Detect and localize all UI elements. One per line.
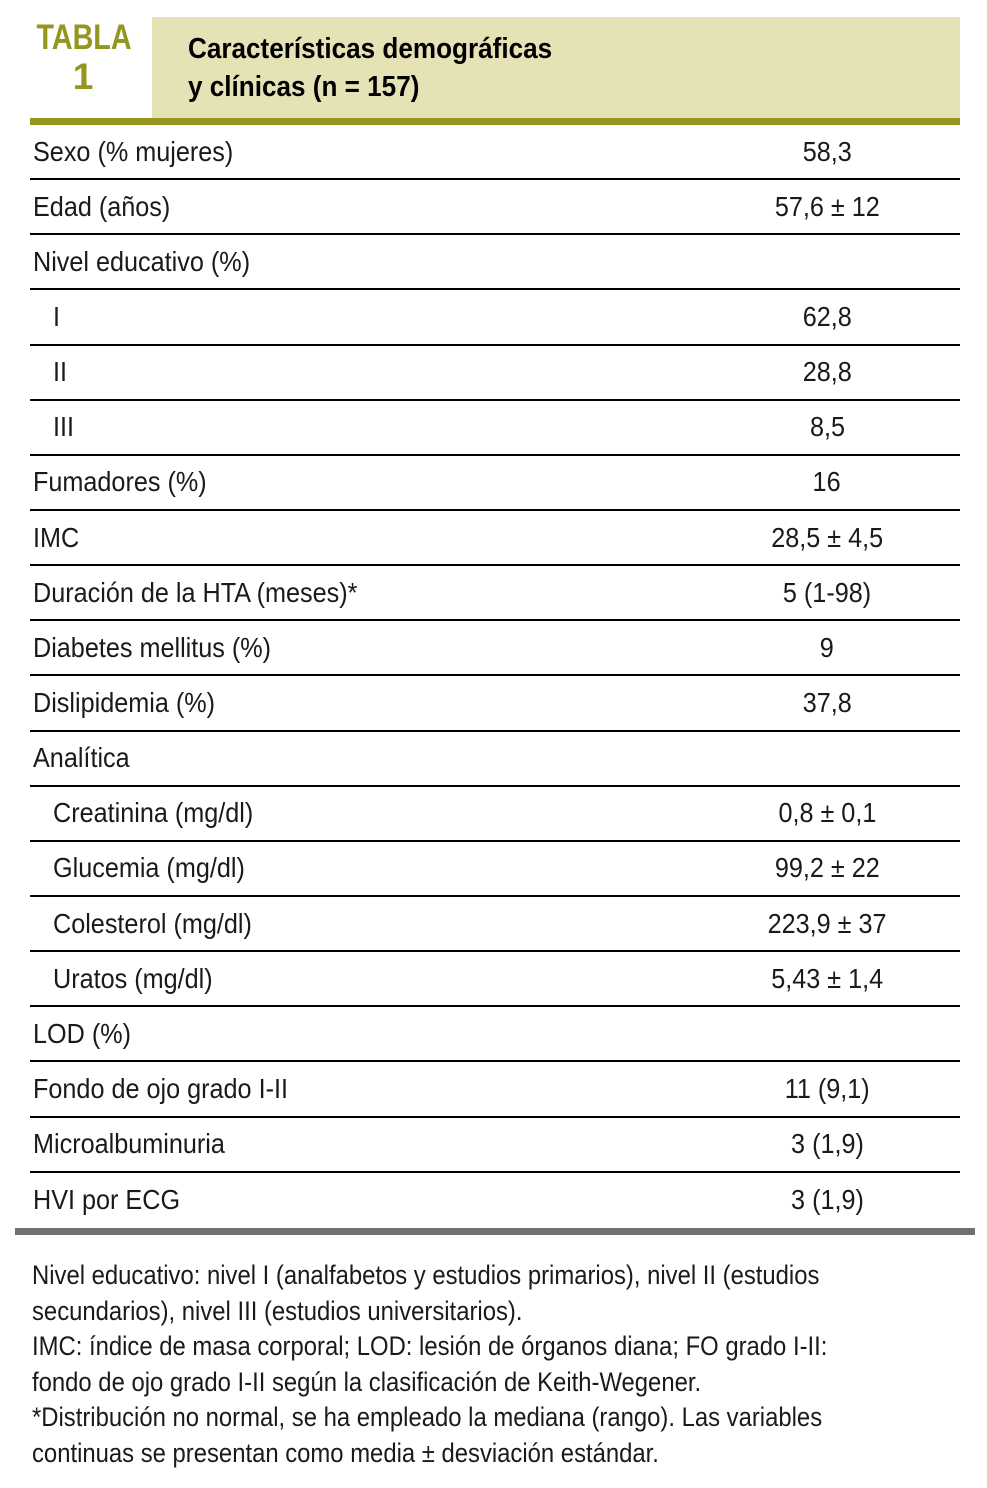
row-label: Glucemia (mg/dl) [53,852,245,884]
table-footnotes: Nivel educativo: nivel I (analfabetos y … [32,1258,916,1471]
row-label: Fondo de ojo grado I-II [33,1072,288,1104]
table-row: Fumadores (%) 16 [30,456,960,511]
table-number-block: TABLA 1 [26,18,140,97]
table-row: IMC 28,5 ± 4,5 [30,511,960,567]
row-value: 223,9 ± 37 [767,907,887,939]
row-label: Analítica [33,742,130,774]
table-label: TABLA [36,18,132,57]
row-value: 28,5 ± 4,5 [771,521,883,553]
row-value: 3 (1,9) [790,1184,864,1216]
row-label: Dislipidemia (%) [33,686,216,718]
row-label: Fumadores (%) [33,466,207,498]
row-label: I [53,300,61,332]
table-row: Analítica [30,732,960,787]
table-row: II 28,8 [30,346,960,401]
row-value: 3 (1,9) [790,1128,864,1160]
row-label: Sexo (% mujeres) [33,135,234,167]
table-row: LOD (%) [30,1007,960,1063]
row-value: 37,8 [802,686,852,718]
row-value: 5,43 ± 1,4 [771,962,883,994]
row-label: II [53,356,68,388]
footnote-line: IMC: índice de masa corporal; LOD: lesió… [32,1331,828,1361]
row-label: Duración de la HTA (meses)* [33,576,358,608]
table-row: Edad (años) 57,6 ± 12 [30,180,960,236]
table-bottom-bar [15,1228,975,1235]
row-label: LOD (%) [33,1017,132,1049]
table-row: Uratos (mg/dl) 5,43 ± 1,4 [30,952,960,1008]
table-row: Sexo (% mujeres) 58,3 [30,125,960,181]
footnote-line: fondo de ojo grado I-II según la clasifi… [32,1366,702,1397]
row-value: 62,8 [802,300,852,332]
header-divider-rule [30,118,960,125]
row-label: Nivel educativo (%) [33,245,251,277]
row-label: Uratos (mg/dl) [53,962,213,994]
footnote-line: continuas se presentan como media ± desv… [32,1437,659,1468]
table-number: 1 [72,55,94,97]
table-title-line-1: Características demográficas [188,32,553,65]
table-rows: Sexo (% mujeres) 58,3 Edad (años) 57,6 ±… [30,125,960,1228]
row-label: Creatinina (mg/dl) [53,797,254,829]
row-value: 5 (1-98) [782,576,872,608]
table-title-line-2: y clínicas (n = 157) [188,70,420,103]
footnote-line: secundarios), nivel III (estudios univer… [32,1295,523,1326]
row-value: 8,5 [809,411,845,443]
row-value: 57,6 ± 12 [774,190,880,222]
table-row: Colesterol (mg/dl) 223,9 ± 37 [30,897,960,953]
row-label: Colesterol (mg/dl) [53,907,252,939]
row-value: 11 (9,1) [784,1072,870,1104]
table-row: Fondo de ojo grado I-II 11 (9,1) [30,1062,960,1118]
table-row: Duración de la HTA (meses)* 5 (1-98) [30,566,960,622]
table-row: Microalbuminuria 3 (1,9) [30,1118,960,1173]
table-row: Dislipidemia (%) 37,8 [30,676,960,732]
row-value: 16 [812,466,842,498]
row-value [647,742,987,774]
row-label: Microalbuminuria [33,1128,225,1160]
row-value: 9 [819,631,835,663]
row-label: Diabetes mellitus (%) [33,631,272,663]
table-row: I 62,8 [30,290,960,346]
table-row: Creatinina (mg/dl) 0,8 ± 0,1 [30,787,960,842]
footnote-line: *Distribución no normal, se ha empleado … [32,1402,823,1432]
table-row: Glucemia (mg/dl) 99,2 ± 22 [30,842,960,897]
table-row: Diabetes mellitus (%) 9 [30,621,960,677]
row-value: 99,2 ± 22 [774,852,880,884]
row-label: IMC [33,521,80,553]
row-label: HVI por ECG [33,1184,181,1216]
table-row: HVI por ECG 3 (1,9) [30,1173,960,1228]
row-value [647,246,987,278]
row-label: Edad (años) [33,190,171,222]
row-label: III [53,411,75,443]
row-value: 28,8 [802,356,852,388]
table-title-box: Características demográficas y clínicas … [152,17,960,118]
table-row: III 8,5 [30,401,960,456]
row-value: 0,8 ± 0,1 [778,797,876,829]
row-value [647,1018,987,1050]
footnote-line: Nivel educativo: nivel I (analfabetos y … [32,1260,820,1290]
table-row: Nivel educativo (%) [30,235,960,291]
row-value: 58,3 [802,135,852,167]
